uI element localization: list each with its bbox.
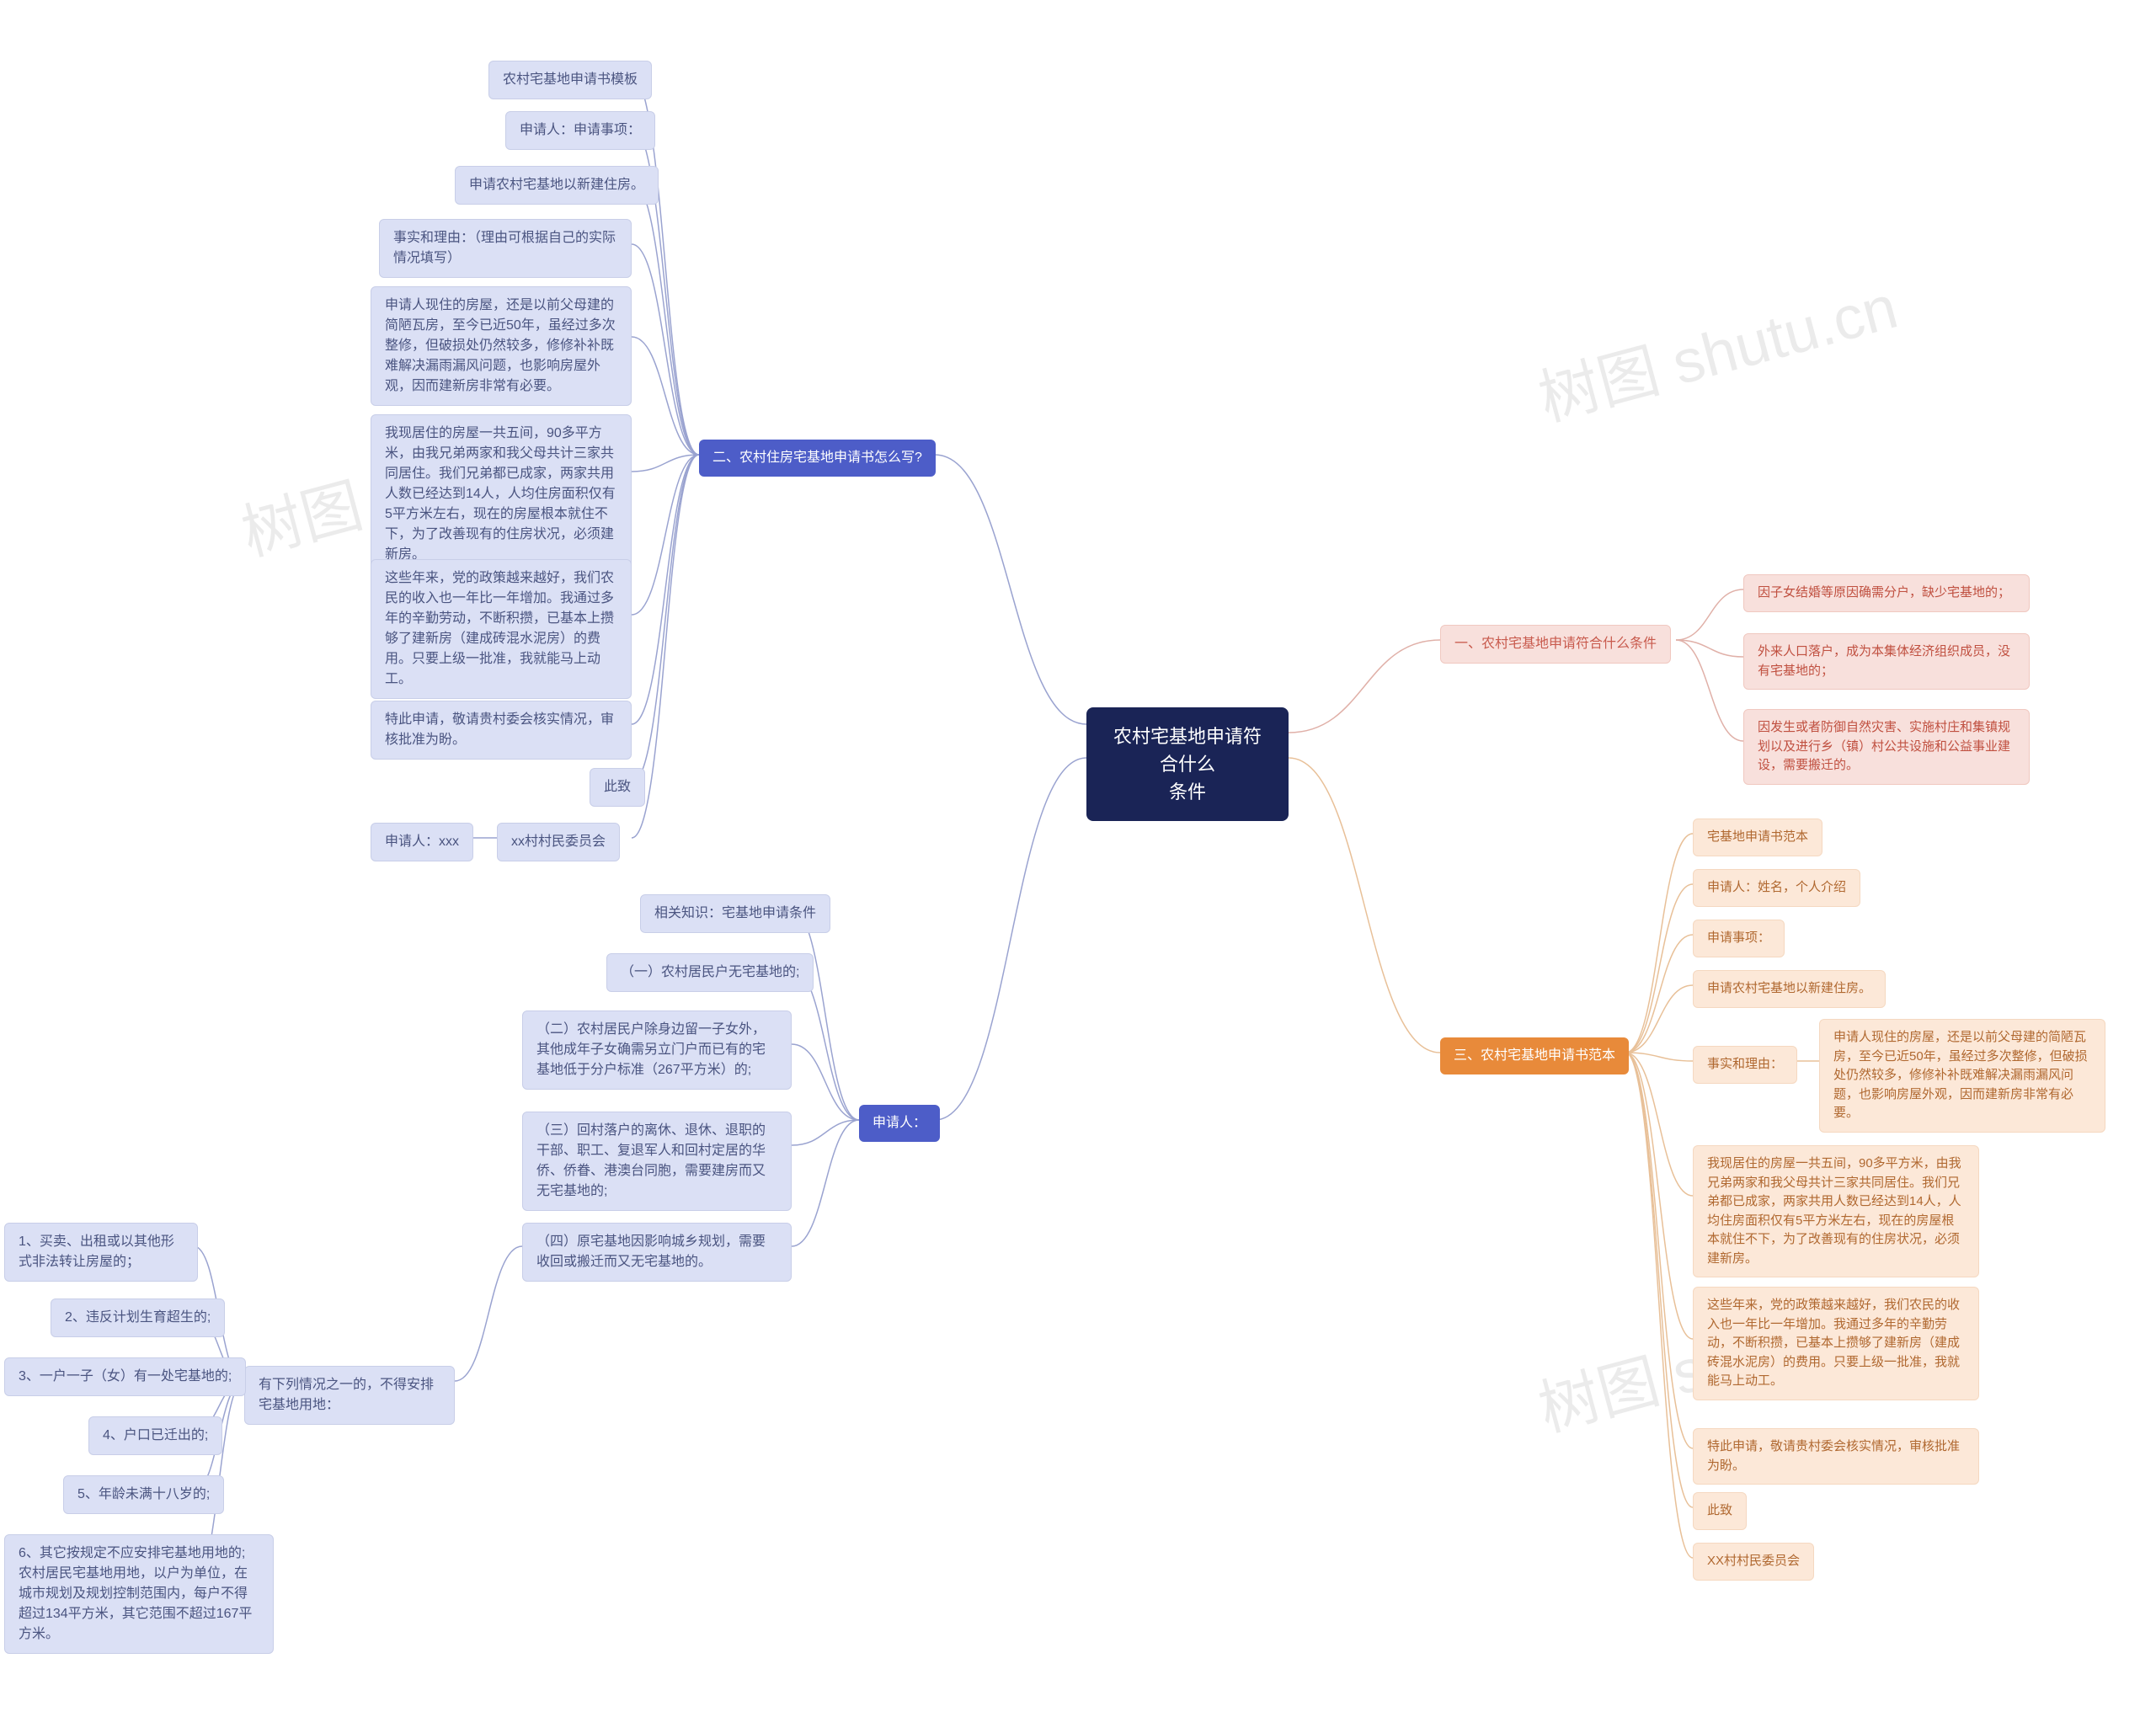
applicant-item: 相关知识：宅基地申请条件 xyxy=(640,894,830,933)
applicant-sub-item: 4、户口已迁出的; xyxy=(88,1416,222,1455)
applicant-sub-item: 2、违反计划生育超生的; xyxy=(51,1298,225,1337)
watermark: 树图 shutu.cn xyxy=(1528,257,1906,437)
applicant-item: （三）回村落户的离休、退休、退职的干部、职工、复退军人和回村定居的华侨、侨眷、港… xyxy=(522,1112,792,1211)
section3-item: 此致 xyxy=(1693,1492,1747,1530)
section2-item: 农村宅基地申请书模板 xyxy=(488,61,652,99)
section3-item: 宅基地申请书范本 xyxy=(1693,819,1822,856)
section1-title: 一、农村宅基地申请符合什么条件 xyxy=(1440,625,1671,664)
applicant-sub-item: 5、年龄未满十八岁的; xyxy=(63,1475,224,1514)
applicant-item: （一）农村居民户无宅基地的; xyxy=(606,953,814,992)
section3-item-body: 申请人现住的房屋，还是以前父母建的简陋瓦房，至今已近50年，虽经过多次整修，但破… xyxy=(1819,1019,2105,1133)
applicant-sub-item: 3、一户一子（女）有一处宅基地的; xyxy=(4,1357,246,1396)
applicant-title: 申请人： xyxy=(859,1105,940,1142)
section3-item: 我现居住的房屋一共五间，90多平方米，由我兄弟两家和我父母共计三家共同居住。我们… xyxy=(1693,1145,1979,1277)
center-node: 农村宅基地申请符合什么 条件 xyxy=(1086,707,1289,821)
applicant-sub-item: 6、其它按规定不应安排宅基地用地的; 农村居民宅基地用地，以户为单位，在城市规划… xyxy=(4,1534,274,1654)
section3-item: 申请人：姓名，个人介绍 xyxy=(1693,869,1860,907)
section2-item-prefix: 申请人：xxx xyxy=(371,823,473,861)
section3-item: 特此申请，敬请贵村委会核实情况，审核批准为盼。 xyxy=(1693,1428,1979,1485)
section3-item-label: 事实和理由： xyxy=(1693,1046,1797,1084)
applicant-item: （二）农村居民户除身边留一子女外，其他成年子女确需另立门户而已有的宅基地低于分户… xyxy=(522,1010,792,1090)
section3-item: 申请农村宅基地以新建住房。 xyxy=(1693,970,1886,1008)
section2-item: 申请人：申请事项： xyxy=(505,111,655,150)
section3-item: 申请事项： xyxy=(1693,920,1785,957)
section3-title: 三、农村宅基地申请书范本 xyxy=(1440,1037,1629,1074)
section3-item: 这些年来，党的政策越来越好，我们农民的收入也一年比一年增加。我通过多年的辛勤劳动… xyxy=(1693,1287,1979,1400)
section2-item: 特此申请，敬请贵村委会核实情况，审核批准为盼。 xyxy=(371,701,632,760)
applicant-sub-item: 1、买卖、出租或以其他形式非法转让房屋的； xyxy=(4,1223,198,1282)
section2-item: 此致 xyxy=(590,768,645,807)
section2-item: 我现居住的房屋一共五间，90多平方米，由我兄弟两家和我父母共计三家共同居住。我们… xyxy=(371,414,632,574)
applicant-sub-title: 有下列情况之一的，不得安排宅基地用地： xyxy=(244,1366,455,1425)
section1-item: 外来人口落户，成为本集体经济组织成员，没有宅基地的； xyxy=(1743,633,2030,690)
section2-item: 事实和理由：（理由可根据自己的实际情况填写） xyxy=(379,219,632,278)
center-line1: 农村宅基地申请符合什么 xyxy=(1110,723,1265,778)
section3-item: XX村村民委员会 xyxy=(1693,1543,1814,1581)
center-line2: 条件 xyxy=(1110,778,1265,806)
section2-item: 申请人现住的房屋，还是以前父母建的简陋瓦房，至今已近50年，虽经过多次整修，但破… xyxy=(371,286,632,406)
section1-item: 因发生或者防御自然灾害、实施村庄和集镇规划以及进行乡（镇）村公共设施和公益事业建… xyxy=(1743,709,2030,785)
section2-item: 申请农村宅基地以新建住房。 xyxy=(455,166,659,205)
section1-item: 因子女结婚等原因确需分户，缺少宅基地的； xyxy=(1743,574,2030,612)
applicant-item: （四）原宅基地因影响城乡规划，需要收回或搬迁而又无宅基地的。 xyxy=(522,1223,792,1282)
section2-title: 二、农村住房宅基地申请书怎么写? xyxy=(699,440,936,477)
section2-item-suffix: xx村村民委员会 xyxy=(497,823,620,861)
section2-item: 这些年来，党的政策越来越好，我们农民的收入也一年比一年增加。我通过多年的辛勤劳动… xyxy=(371,559,632,699)
